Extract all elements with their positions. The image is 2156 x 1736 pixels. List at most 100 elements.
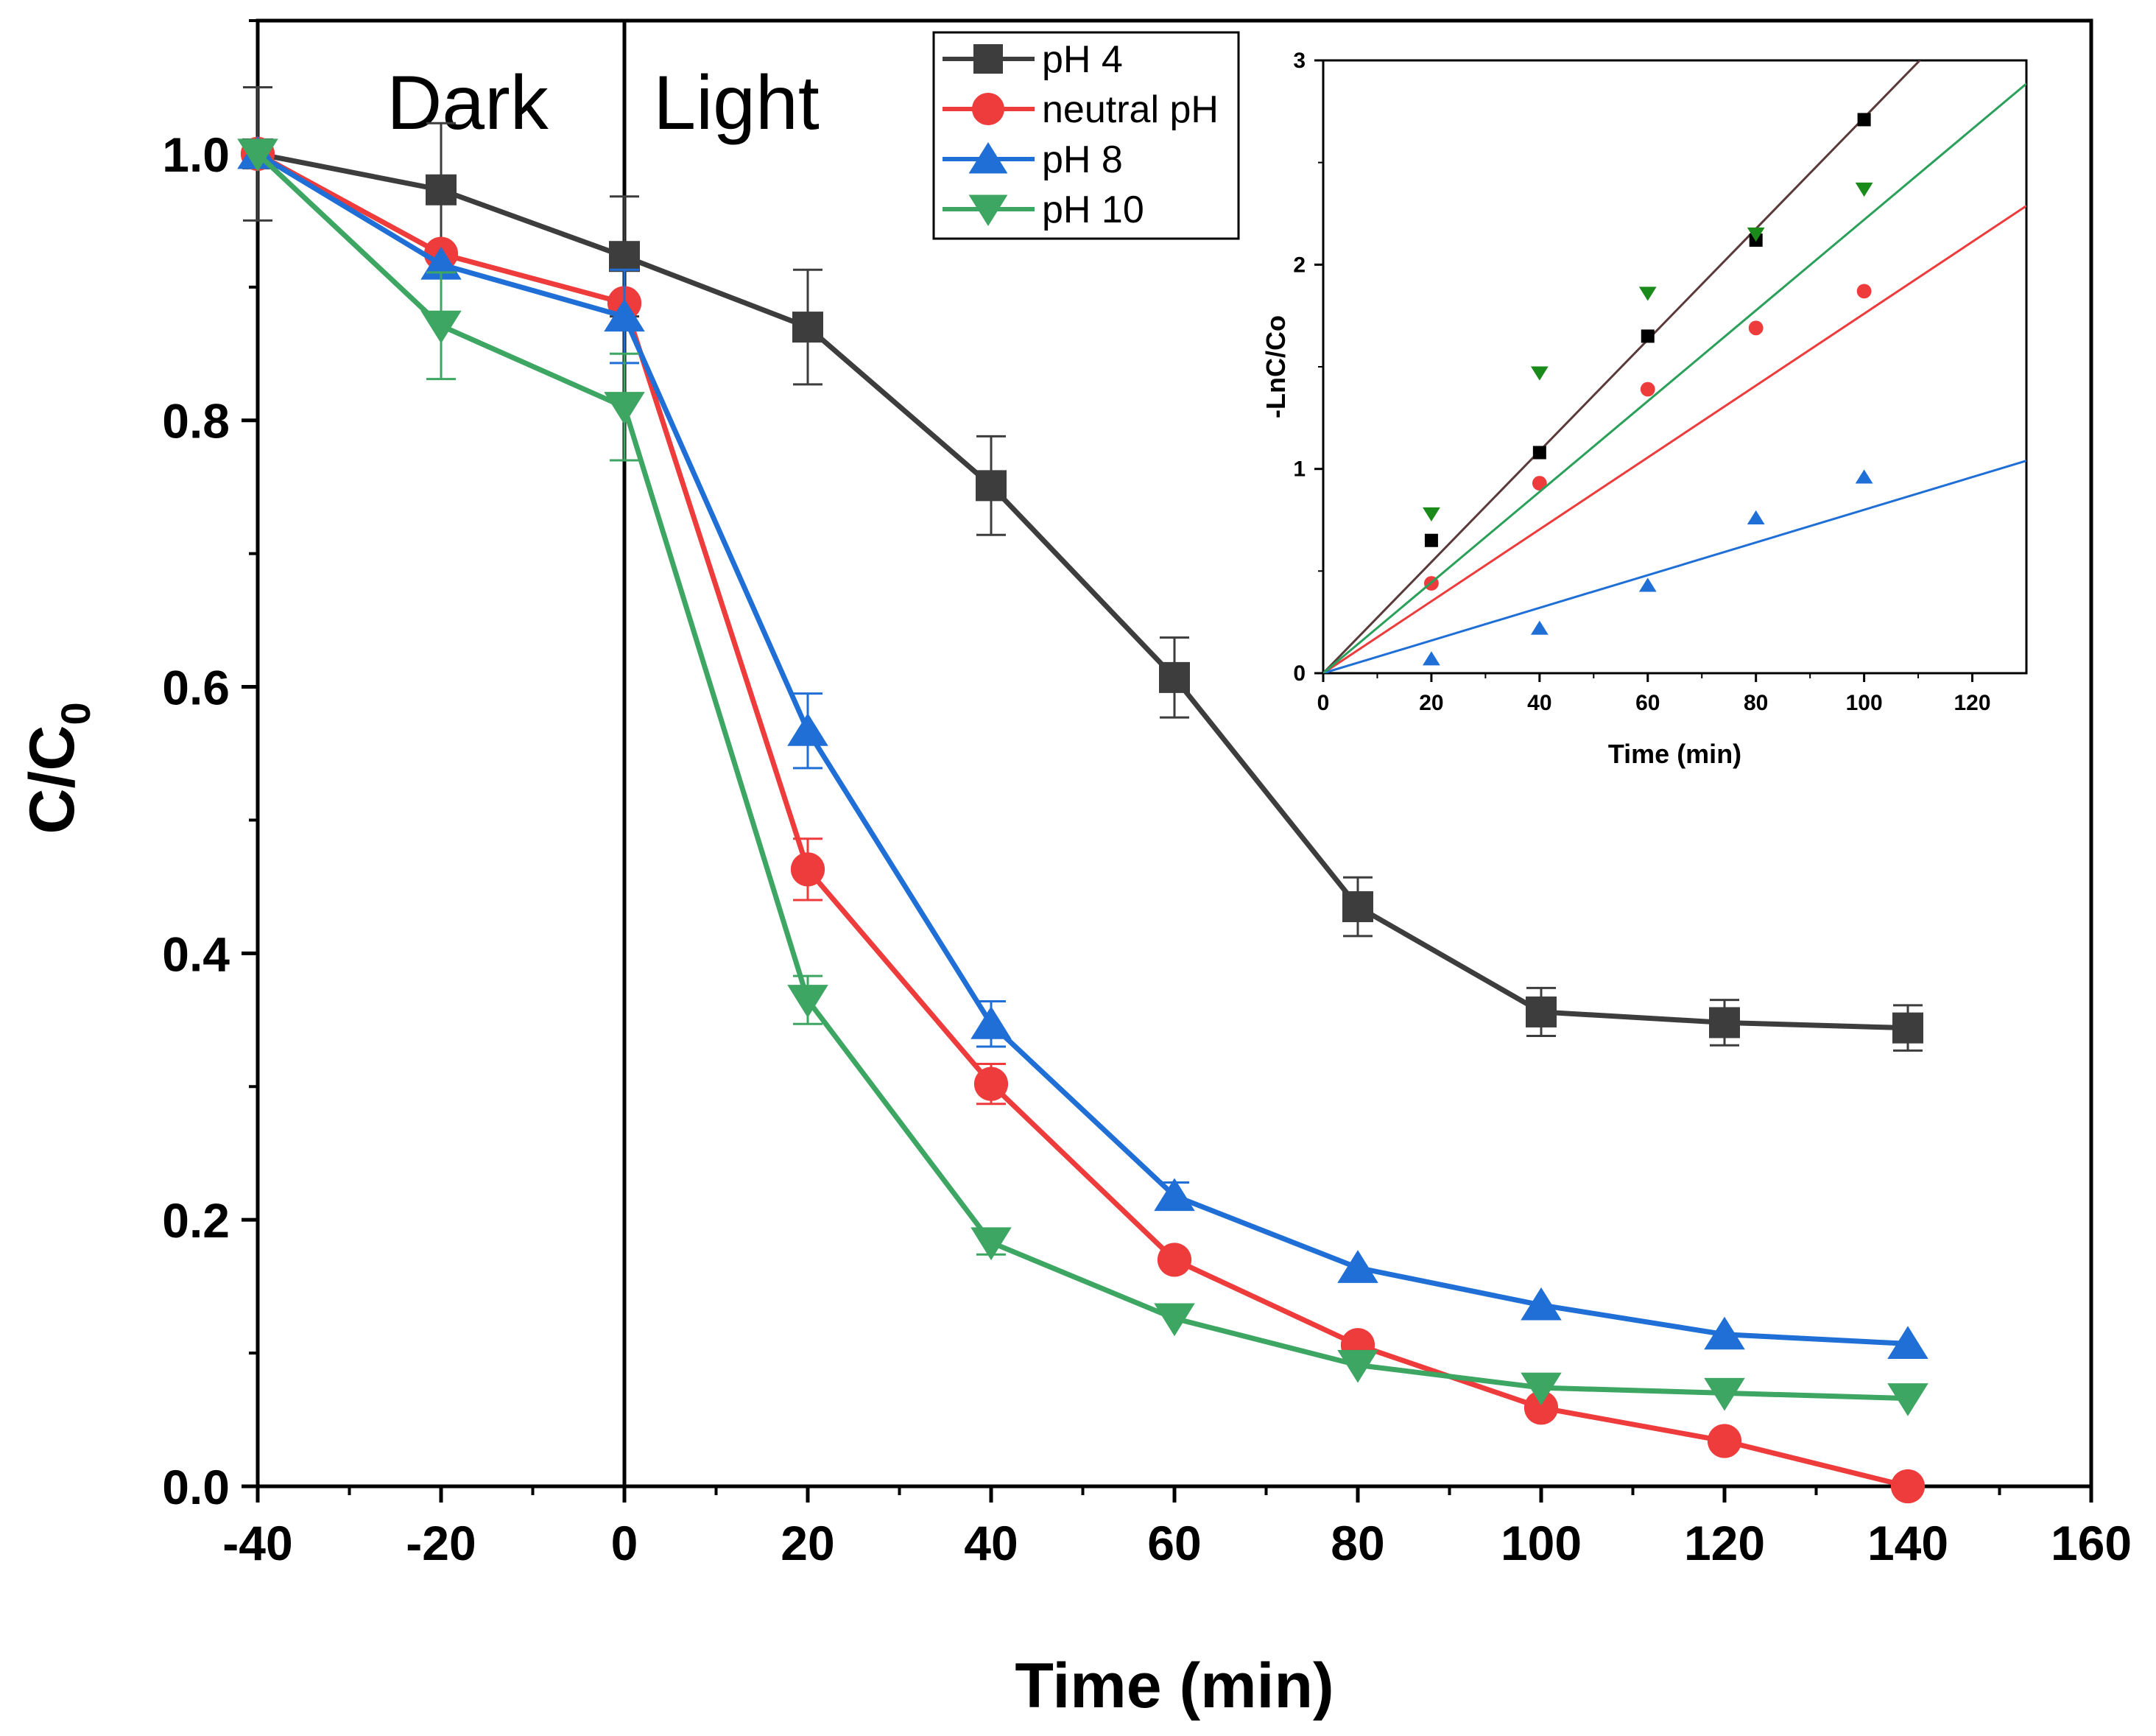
inset-data-point xyxy=(1638,577,1657,592)
inset-data-point xyxy=(1423,507,1440,522)
inset-data-point xyxy=(1424,533,1438,547)
inset-frame xyxy=(1322,59,2028,675)
inset-x-tick-label: 100 xyxy=(1846,691,1883,715)
inset-y-tick-label: 0 xyxy=(1293,661,1306,686)
data-point xyxy=(787,713,828,746)
inset-data-point xyxy=(1532,446,1546,460)
inset-x-tick-label: 0 xyxy=(1317,691,1330,715)
y-tick-label: 0.0 xyxy=(162,1460,230,1514)
x-tick-label: 0 xyxy=(611,1516,638,1570)
x-tick-label: 60 xyxy=(1147,1516,1201,1570)
legend-label: pH 10 xyxy=(1042,189,1144,231)
y-tick-label: 0.4 xyxy=(162,927,230,981)
inset-y-tick-label: 1 xyxy=(1293,457,1306,482)
data-point xyxy=(970,1006,1012,1039)
data-point xyxy=(970,1227,1012,1261)
x-tick-label: 40 xyxy=(964,1516,1018,1570)
x-tick-label: 100 xyxy=(1501,1516,1582,1570)
data-point xyxy=(1526,996,1557,1027)
x-tick-label: 160 xyxy=(2051,1516,2132,1570)
inset-y-tick-label: 3 xyxy=(1293,49,1306,73)
series-line xyxy=(257,151,1909,1031)
data-point xyxy=(1159,661,1190,693)
inset-data-point xyxy=(1530,620,1549,635)
inset-x-tick-label: 20 xyxy=(1419,691,1443,715)
data-point xyxy=(1704,1377,1745,1411)
inset-data-point xyxy=(1855,182,1873,197)
data-point xyxy=(1157,1243,1192,1277)
data-point xyxy=(1523,1391,1559,1425)
legend-marker xyxy=(968,142,1008,174)
x-tick-label: 140 xyxy=(1867,1516,1948,1570)
inset-series-ph-10 xyxy=(1323,82,2026,673)
fit-line xyxy=(1323,205,2026,673)
y-tick-label: 1.0 xyxy=(162,127,230,182)
data-point xyxy=(1892,1012,1923,1044)
data-point xyxy=(1337,1349,1378,1383)
legend-entry: neutral pH xyxy=(943,88,1219,131)
data-point xyxy=(1707,1424,1742,1458)
data-point xyxy=(787,985,828,1018)
inset-data-point xyxy=(1638,287,1657,301)
region-label-dark: Dark xyxy=(387,60,549,146)
fit-line xyxy=(1323,82,2026,673)
legend: pH 4 neutral pH pH 8 pH 10 xyxy=(932,31,1240,240)
legend-entry: pH 8 xyxy=(943,138,1123,181)
data-point xyxy=(976,470,1007,502)
x-tick-label: 120 xyxy=(1684,1516,1765,1570)
inset-data-point xyxy=(1641,329,1655,343)
y-tick-label: 0.6 xyxy=(162,661,230,715)
data-point xyxy=(973,1066,1009,1101)
data-point xyxy=(792,312,823,343)
data-point xyxy=(1704,1316,1745,1350)
data-point xyxy=(604,298,645,332)
main-plot: -40 -20 0 20 40 60 80 100 120 140 1600.00.20.40.60… xyxy=(17,18,2132,1721)
data-point xyxy=(604,392,645,425)
series-ph-8 xyxy=(237,136,1928,1359)
series-line xyxy=(256,151,1909,1346)
data-point xyxy=(237,138,278,172)
data-point xyxy=(426,174,457,205)
inset-series-ph-8 xyxy=(1323,460,2026,673)
series-line xyxy=(256,152,1909,1402)
data-point xyxy=(1154,1178,1195,1212)
legend-entry: pH 10 xyxy=(943,189,1144,231)
x-tick-label: 80 xyxy=(1331,1516,1384,1570)
legend-marker xyxy=(973,44,1003,74)
data-point xyxy=(609,241,640,273)
inset-data-point xyxy=(1530,366,1549,381)
data-point xyxy=(1709,1007,1740,1039)
series-line xyxy=(256,151,1909,1489)
inset-data-point xyxy=(1532,476,1547,491)
inset-data-point xyxy=(1855,469,1873,484)
fit-line xyxy=(1323,460,2026,673)
data-point xyxy=(1337,1250,1378,1283)
inset-data-point xyxy=(1857,113,1871,127)
fit-line xyxy=(1323,60,1922,673)
data-point xyxy=(1342,891,1373,923)
data-point xyxy=(1154,1303,1195,1337)
inset-x-tick-label: 80 xyxy=(1744,691,1768,715)
region-label-light: Light xyxy=(653,60,820,146)
data-point xyxy=(1521,1372,1562,1406)
data-point xyxy=(1890,1469,1926,1504)
y-axis-title: C/C0 xyxy=(17,702,99,834)
inset-y-axis-title: -LnC/Co xyxy=(1261,315,1291,418)
series-ph-10 xyxy=(237,138,1928,1416)
y-tick-label: 0.8 xyxy=(162,394,230,449)
inset-data-point xyxy=(1748,320,1764,336)
inset-data-point xyxy=(1856,284,1872,299)
legend-marker xyxy=(968,194,1008,226)
inset-x-tick-label: 60 xyxy=(1635,691,1660,715)
data-point xyxy=(1521,1287,1562,1321)
legend-label: pH 8 xyxy=(1042,138,1123,181)
inset-plot: 0 20 40 60 80 100 120 0 1 2 3 Time (min) -LnC/Co xyxy=(1261,49,2028,769)
inset-x-tick-label: 40 xyxy=(1527,691,1551,715)
inset-x-tick-label: 120 xyxy=(1954,691,1991,715)
series-ph-4 xyxy=(242,85,1923,1052)
data-point xyxy=(790,852,825,887)
x-axis-title: Time (min) xyxy=(1015,1651,1334,1721)
legend-entry: pH 4 xyxy=(943,38,1123,81)
